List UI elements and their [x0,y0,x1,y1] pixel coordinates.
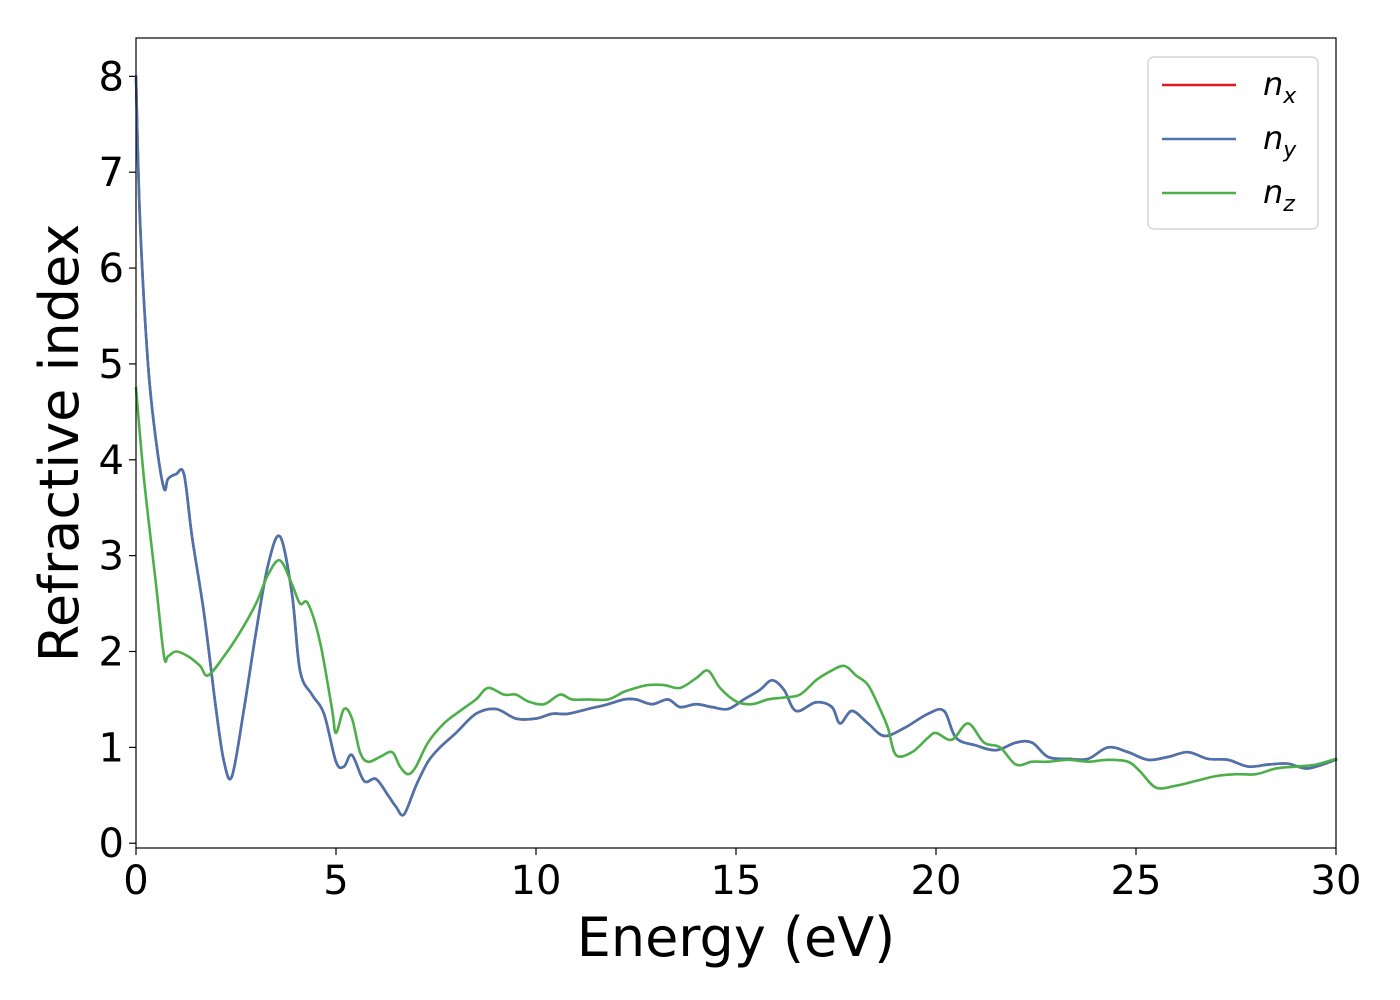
x-tick-label: 20 [911,858,962,904]
legend-label-nz: nz [1263,173,1295,217]
legend-label-nx: nx [1263,65,1297,109]
y-tick-label: 2 [99,629,124,675]
series-lines [134,75,1338,817]
x-tick-label: 0 [123,858,148,904]
series-line-ny [134,75,1338,817]
x-axis-label: Energy (eV) [577,906,896,969]
y-tick-label: 7 [99,150,124,196]
plot-frame [135,37,1337,849]
y-tick-label: 4 [99,438,124,484]
series-line-nz [134,386,1338,790]
x-tick-label: 15 [711,858,762,904]
x-tick-label: 10 [511,858,562,904]
x-tick-label: 5 [323,858,348,904]
x-tick-label: 25 [1111,858,1162,904]
y-tick-label: 1 [99,725,124,771]
y-tick-label: 0 [99,821,124,867]
y-tick-label: 3 [99,534,124,580]
y-tick-label: 8 [99,54,124,100]
legend: nx ny nz [1147,56,1319,230]
x-tick-label: 30 [1311,858,1362,904]
y-tick-label: 6 [99,246,124,292]
axis-ticks: 0 5 10 15 20 25 30 0 1 2 3 4 5 6 7 8 [99,54,1362,904]
legend-label-ny: ny [1263,119,1297,163]
y-axis-label: Refractive index [28,224,91,663]
legend-box [1147,56,1319,230]
y-tick-label: 5 [99,342,124,388]
